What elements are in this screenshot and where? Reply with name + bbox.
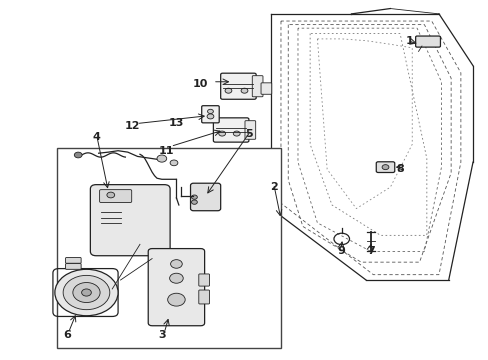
Text: 6: 6	[63, 330, 71, 341]
FancyBboxPatch shape	[375, 162, 394, 172]
FancyBboxPatch shape	[90, 185, 170, 256]
FancyBboxPatch shape	[220, 73, 256, 99]
FancyBboxPatch shape	[199, 290, 209, 304]
FancyBboxPatch shape	[65, 257, 81, 263]
Bar	[57, 148, 281, 348]
Circle shape	[170, 260, 182, 268]
FancyBboxPatch shape	[148, 249, 204, 326]
Text: 3: 3	[158, 330, 165, 341]
Circle shape	[63, 275, 110, 310]
Circle shape	[55, 269, 118, 316]
Circle shape	[74, 152, 82, 158]
Circle shape	[207, 109, 213, 113]
FancyBboxPatch shape	[100, 190, 131, 203]
Text: 7: 7	[366, 247, 374, 256]
Circle shape	[167, 293, 185, 306]
FancyBboxPatch shape	[65, 264, 81, 269]
Circle shape	[170, 160, 178, 166]
FancyBboxPatch shape	[201, 106, 219, 123]
Text: 8: 8	[395, 164, 403, 174]
Circle shape	[191, 195, 197, 199]
FancyBboxPatch shape	[244, 121, 255, 139]
FancyBboxPatch shape	[213, 118, 248, 142]
Circle shape	[169, 273, 183, 283]
FancyBboxPatch shape	[415, 36, 440, 47]
Circle shape	[73, 283, 100, 302]
Circle shape	[218, 131, 225, 136]
FancyBboxPatch shape	[261, 83, 271, 94]
Circle shape	[206, 114, 213, 119]
Text: 12: 12	[124, 121, 140, 131]
FancyBboxPatch shape	[252, 76, 263, 97]
Text: 13: 13	[168, 118, 184, 128]
FancyBboxPatch shape	[199, 274, 209, 286]
Text: 11: 11	[159, 147, 174, 157]
Circle shape	[381, 165, 388, 170]
Circle shape	[191, 200, 197, 204]
Text: 2: 2	[269, 182, 277, 192]
Circle shape	[241, 88, 247, 93]
Text: 9: 9	[337, 247, 345, 256]
FancyBboxPatch shape	[190, 183, 220, 211]
Circle shape	[157, 155, 166, 162]
Text: 4: 4	[92, 132, 100, 142]
Circle shape	[233, 131, 240, 136]
Circle shape	[81, 289, 91, 296]
Text: 10: 10	[193, 78, 208, 89]
Text: 1: 1	[405, 36, 413, 46]
Circle shape	[224, 88, 231, 93]
Circle shape	[107, 192, 115, 198]
Text: 5: 5	[245, 129, 253, 139]
